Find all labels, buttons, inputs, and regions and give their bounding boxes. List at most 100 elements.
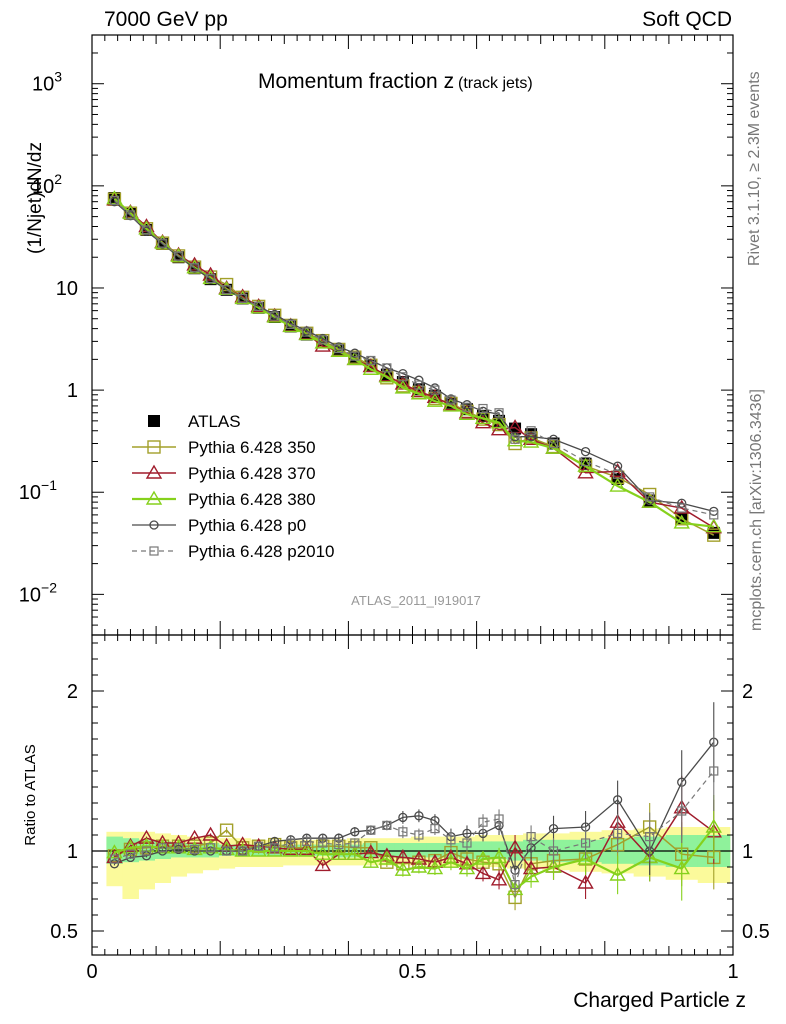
legend-marker-swatch (145, 464, 163, 479)
main-data-point (526, 426, 536, 436)
ratio-data-point (330, 845, 348, 860)
ratio-data-point (282, 841, 299, 856)
ratio-data-point (490, 849, 508, 864)
ratio-band-inner (314, 844, 332, 856)
main-data-point (677, 503, 687, 513)
legend-marker-swatch (147, 440, 161, 454)
ratio-data-point (462, 838, 472, 848)
ratio-data-point (334, 839, 344, 850)
main-data-point (222, 285, 232, 295)
main-data-point (270, 311, 280, 321)
ratio-series-4 (109, 731, 719, 898)
ratio-data-point (219, 823, 234, 837)
main-data-point (580, 446, 591, 457)
ratio-data-point (270, 843, 280, 853)
ratio-data-point (673, 860, 690, 875)
main-y-tick-label: 102 (32, 171, 62, 198)
ratio-data-point (298, 842, 315, 857)
legend: ATLAS Pythia 6.428 350 Pythia 6.428 370 Pyt… (132, 412, 335, 561)
x-tick-label: 0.5 (399, 961, 427, 983)
main-data-point (334, 343, 344, 354)
ratio-data-point (613, 828, 623, 839)
main-y-tick-label: 10−2 (19, 579, 57, 606)
ratio-data-point (173, 843, 184, 853)
main-data-point (526, 432, 536, 442)
ratio-data-point (474, 850, 492, 865)
main-data-point (446, 395, 456, 405)
main-data-point (362, 360, 380, 375)
main-data-point (462, 402, 472, 412)
ratio-data-point (609, 866, 626, 881)
main-y-axis-label: (1/Njet)dN/dz (25, 142, 46, 254)
main-data-point (382, 363, 392, 373)
legend-marker-swatch (149, 520, 159, 530)
ratio-data-point (458, 860, 476, 875)
ratio-data-point (238, 846, 248, 856)
main-data-point (125, 210, 136, 220)
main-data-point (398, 372, 408, 382)
ratio-data-point (366, 825, 376, 835)
main-data-point (474, 409, 492, 424)
ratio-data-point (346, 845, 364, 860)
ratio-data-point (222, 846, 232, 856)
main-data-point (673, 514, 690, 529)
ratio-data-point (398, 812, 408, 823)
ratio-data-point (510, 879, 520, 890)
legend-marker-swatch (149, 546, 159, 556)
main-data-point (430, 385, 440, 395)
ratio-data-point (577, 850, 594, 865)
legend-label: Pythia 6.428 350 (188, 438, 316, 457)
x-axis-label: Charged Particle z (573, 989, 746, 1012)
legend-entry: Pythia 6.428 p2010 (132, 542, 335, 561)
header-collision-label: 7000 GeV pp (104, 8, 228, 31)
ratio-data-point (286, 838, 296, 848)
main-y-tick-label: 1 (67, 380, 78, 402)
ratio-data-point (350, 827, 360, 837)
analysis-id-label: ATLAS_2011_I919017 (351, 593, 481, 608)
legend-label: Pythia 6.428 380 (188, 490, 316, 509)
main-y-tick-label: 10 (56, 278, 78, 300)
ratio-data-point (478, 817, 488, 827)
main-data-point (490, 421, 508, 436)
main-data-point (442, 397, 460, 412)
ratio-data-point (414, 830, 424, 840)
ratio-data-point (205, 843, 216, 853)
main-y-tick-label: 10−1 (19, 477, 57, 504)
ratio-band-inner (410, 843, 428, 858)
ratio-data-point (426, 860, 444, 875)
main-y-tick-label: 103 (32, 69, 62, 96)
ratio-data-point (314, 857, 331, 872)
main-data-point (366, 355, 376, 366)
ratio-data-point (526, 831, 536, 842)
ratio-data-point (494, 814, 504, 824)
ratio-data-point (382, 820, 392, 831)
main-series-line (113, 198, 715, 536)
main-data-point (414, 375, 424, 385)
ratio-data-point (612, 795, 623, 805)
ratio-data-point (141, 846, 152, 856)
main-data-point (707, 528, 721, 542)
legend-entry: Pythia 6.428 370 (132, 464, 316, 483)
ratio-data-point (122, 837, 139, 852)
legend-entry: ATLAS (148, 412, 241, 431)
main-data-point (426, 392, 444, 407)
ratio-y-tick-label: 1 (67, 841, 78, 863)
ratio-data-point (709, 766, 719, 776)
ratio-data-point (430, 823, 440, 834)
ratio-data-point (442, 853, 460, 868)
main-data-point (410, 383, 428, 398)
x-tick-label: 0 (86, 961, 97, 983)
ratio-data-point (189, 844, 200, 855)
main-data-point (548, 438, 559, 449)
ratio-data-point (705, 818, 722, 833)
main-series-line (114, 199, 714, 516)
ratio-data-point (522, 868, 540, 883)
ratio-data-point (157, 843, 168, 853)
main-data-point (141, 225, 152, 235)
legend-marker-swatch (148, 415, 160, 427)
ratio-data-point (577, 874, 594, 889)
ratio-data-point (474, 865, 492, 880)
main-title-suffix: (track jets) (458, 75, 533, 92)
ratio-data-point (548, 846, 559, 856)
